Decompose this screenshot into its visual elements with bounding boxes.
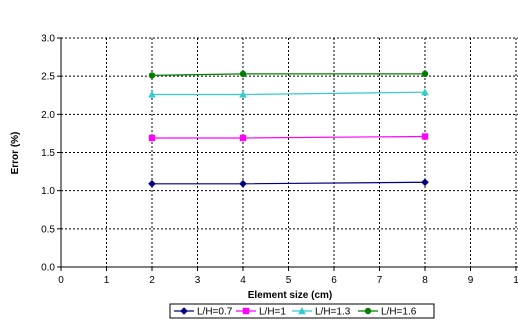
data-point-circle (148, 72, 156, 79)
x-tick-label: 4 (240, 275, 246, 286)
x-tick-label: 3 (195, 275, 201, 286)
data-point-square (421, 133, 429, 140)
x-tick-label: 6 (331, 275, 337, 286)
x-tick-label: 7 (377, 275, 383, 286)
data-point-triangle (148, 90, 156, 98)
series-line (152, 135, 426, 139)
data-point-diamond (421, 178, 429, 187)
data-point-triangle (298, 307, 306, 315)
data-point-diamond (239, 179, 247, 188)
axes (57, 37, 518, 271)
legend-label: L/H=0.7 (197, 307, 233, 318)
legend-item: L/H=0.7 (174, 307, 233, 318)
x-tick-label: 1 (513, 275, 518, 286)
data-point-diamond (180, 307, 188, 315)
x-tick-label: 5 (286, 275, 292, 286)
legend-item: L/H=1.3 (292, 307, 351, 318)
legend-label: L/H=1 (259, 307, 286, 318)
data-point-circle (239, 70, 247, 78)
data-point-square (242, 307, 250, 315)
y-tick-label: 1.5 (41, 148, 55, 159)
x-tick-label: 0 (58, 275, 64, 286)
y-tick-label: 2.0 (41, 110, 55, 121)
series-line (152, 91, 426, 96)
data-point-square (239, 134, 247, 142)
series-1 (148, 178, 429, 188)
legend-item: L/H=1.6 (358, 307, 417, 318)
series-3 (148, 88, 429, 98)
x-tick-label: 1 (104, 275, 110, 286)
x-tick-label: 8 (422, 275, 428, 286)
y-axis-label: Error (%) (10, 132, 21, 175)
y-tick-label: 2.5 (41, 72, 55, 83)
data-point-diamond (148, 179, 156, 188)
data-point-square (148, 134, 156, 142)
y-tick-label: 0.0 (41, 263, 55, 274)
x-tick-label: 9 (468, 275, 474, 286)
y-tick-label: 0.5 (41, 224, 55, 235)
legend-label: L/H=1.6 (381, 307, 417, 318)
y-tick-label: 3.0 (41, 34, 55, 45)
data-point-circle (421, 70, 429, 78)
series-2 (148, 133, 429, 142)
legend-item: L/H=1 (236, 307, 286, 318)
data-point-triangle (239, 90, 247, 98)
x-tick-label: 2 (149, 275, 155, 286)
legend-label: L/H=1.3 (315, 307, 351, 318)
series-4 (148, 70, 429, 79)
legend: L/H=0.7 L/H=1 L/H=1.3 L/H=1.6 (169, 303, 435, 319)
tick-labels: 0.0 0.5 1.0 1.5 2.0 2.5 3.0 0 1 2 3 4 5 6 7 8 9 1 (41, 34, 518, 287)
x-axis-label: Element size (cm) (248, 290, 332, 301)
y-tick-label: 1.0 (41, 186, 55, 197)
data-point-triangle (421, 88, 429, 96)
grid (61, 37, 518, 267)
data-point-circle (364, 307, 372, 315)
series-layer (148, 70, 429, 188)
